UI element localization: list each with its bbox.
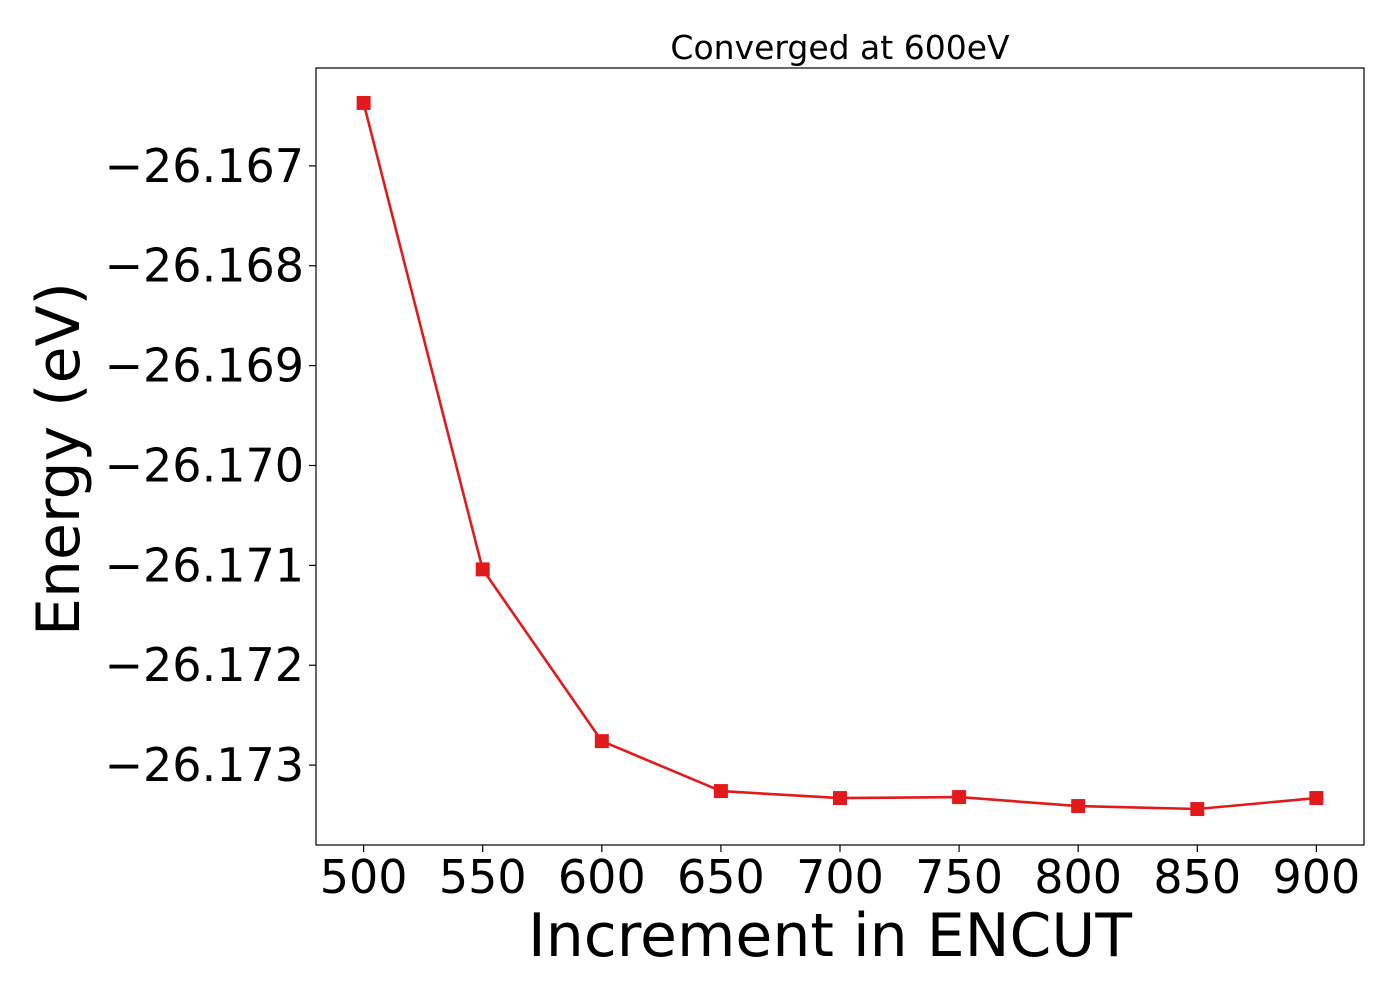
x-axis: 500 550 600 650 700 750 800 850 900 [320, 845, 1360, 904]
data-point [1190, 802, 1205, 817]
data-point [1071, 799, 1086, 814]
data-point [1309, 791, 1324, 806]
data-point [833, 791, 847, 806]
chart-title: Converged at 600eV [670, 28, 1010, 67]
x-tick-label: 600 [558, 850, 646, 904]
y-axis-title: Energy (eV) [24, 282, 94, 636]
data-point [713, 784, 728, 799]
x-tick-label: 900 [1272, 850, 1360, 904]
y-tick-label: −26.168 [105, 239, 305, 293]
y-tick-label: −26.171 [105, 538, 305, 592]
y-tick-label: −26.169 [105, 339, 305, 393]
x-tick-label: 750 [915, 850, 1003, 904]
x-tick-label: 700 [796, 850, 884, 904]
x-tick-label: 800 [1034, 850, 1122, 904]
plot-area [356, 95, 1324, 817]
x-tick-label: 500 [320, 850, 408, 904]
y-tick-label: −26.172 [105, 638, 305, 692]
x-axis-title: Increment in ENCUT [528, 901, 1132, 971]
data-point [594, 734, 609, 749]
y-tick-label: −26.167 [105, 139, 305, 193]
y-tick-label: −26.173 [105, 738, 305, 792]
x-tick-label: 850 [1153, 850, 1241, 904]
y-tick-label: −26.170 [105, 438, 305, 492]
data-point [475, 562, 490, 577]
data-point [356, 95, 371, 110]
x-tick-label: 550 [439, 850, 527, 904]
y-axis: −26.167 −26.168 −26.169 −26.170 −26.171 −26.1… [105, 139, 316, 792]
x-tick-label: 650 [677, 850, 765, 904]
data-point [952, 790, 967, 805]
